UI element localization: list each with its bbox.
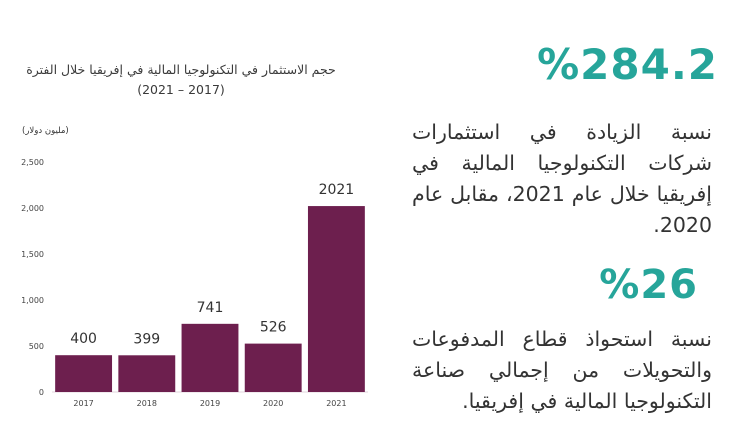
bar xyxy=(118,355,176,392)
bar xyxy=(307,206,365,392)
chart-title: حجم الاستثمار في التكنولوجيا المالية في … xyxy=(26,62,336,97)
x-tick-label: 2017 xyxy=(73,399,93,408)
y-axis-unit-label: (مليون دولار) xyxy=(22,126,69,136)
y-tick-label: 500 xyxy=(29,342,44,351)
y-tick-label: 1,000 xyxy=(21,296,44,305)
bar xyxy=(55,355,113,392)
x-tick-label: 2020 xyxy=(263,399,283,408)
stat-value-investment-increase: %284.2 xyxy=(537,40,718,89)
stat-value-payments-share: %26 xyxy=(599,262,698,308)
data-label: 741 xyxy=(197,300,224,316)
y-tick-label: 2,000 xyxy=(21,204,44,213)
y-tick-label: 0 xyxy=(39,388,44,397)
data-label: 399 xyxy=(133,331,160,347)
x-tick-label: 2021 xyxy=(326,399,346,408)
x-tick-label: 2019 xyxy=(200,399,220,408)
bar xyxy=(181,323,239,392)
y-tick-label: 2,500 xyxy=(21,158,44,167)
stat-description-investment-increase: نسبة الزيادة في استثمارات شركات التكنولو… xyxy=(412,120,712,237)
y-tick-label: 1,500 xyxy=(21,250,44,259)
bar xyxy=(244,343,302,392)
stat-description-payments-share: نسبة استحواذ قطاع المدفوعات والتحويلات م… xyxy=(412,327,712,413)
data-label: 526 xyxy=(260,320,287,336)
x-tick-label: 2018 xyxy=(137,399,157,408)
data-label: 2021 xyxy=(319,182,355,198)
data-label: 400 xyxy=(70,331,97,347)
